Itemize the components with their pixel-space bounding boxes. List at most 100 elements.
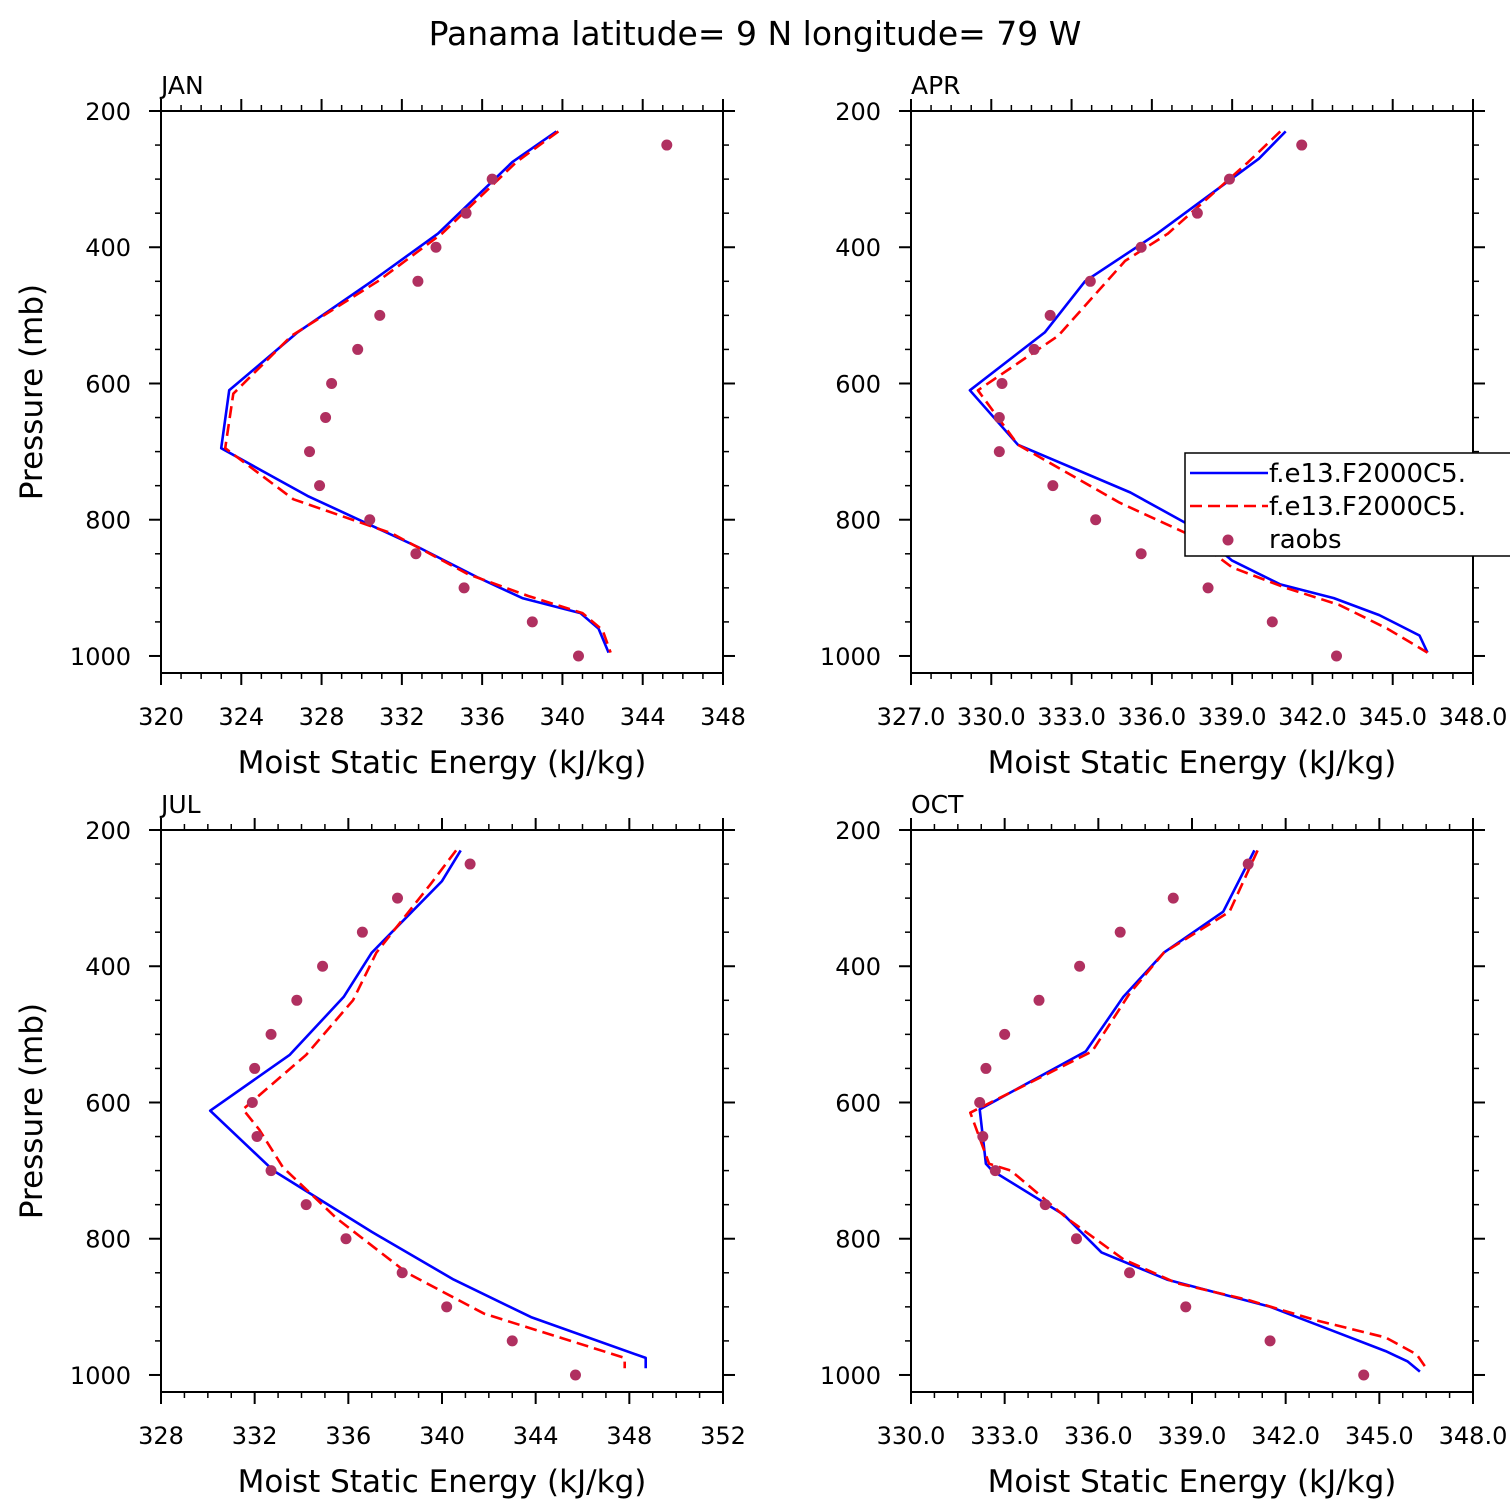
panel-apr: 327.0 330.0 333.0 336.0 339.0 342.0 345.0 348.0… xyxy=(820,71,1507,781)
legend: f.e13.F2000C5.f.e13.F2000C5.raobs xyxy=(1184,452,1510,557)
raobs-point xyxy=(1074,960,1086,972)
raobs-point xyxy=(251,1131,263,1143)
raobs-point xyxy=(993,446,1005,458)
raobs-point xyxy=(410,548,422,560)
raobs-point xyxy=(356,926,368,938)
raobs-point xyxy=(996,377,1008,389)
y-tick-label: 600 xyxy=(85,370,131,398)
raobs-point xyxy=(1028,343,1040,355)
y-tick-label: 800 xyxy=(85,1226,131,1254)
raobs-point xyxy=(974,1096,986,1108)
x-tick-label: 348 xyxy=(700,703,746,731)
raobs-point xyxy=(569,1369,581,1381)
x-tick-label: 333.0 xyxy=(1037,703,1106,731)
raobs-point xyxy=(993,412,1005,424)
x-tick-label: 324 xyxy=(218,703,264,731)
y-tick-label: 800 xyxy=(835,1226,881,1254)
y-tick-label: 1000 xyxy=(820,1362,881,1390)
x-tick-label: 352 xyxy=(700,1422,746,1450)
model-line-solid xyxy=(968,130,1429,654)
panels: 320 324 328 332 336 340 344 348 200 400 600 800 1000… xyxy=(14,71,1507,1500)
x-axis-label: Moist Static Energy (kJ/kg) xyxy=(988,1464,1397,1500)
model-line-solid xyxy=(208,849,648,1369)
raobs-point xyxy=(326,377,338,389)
raobs-point xyxy=(314,480,326,492)
model-line-dashed xyxy=(976,130,1429,654)
x-tick-label: 333.0 xyxy=(970,1422,1039,1450)
legend-label: raobs xyxy=(1269,525,1342,555)
raobs-point xyxy=(1180,1301,1192,1313)
raobs-point xyxy=(1135,548,1147,560)
x-tick-label: 340 xyxy=(419,1422,465,1450)
raobs-point xyxy=(989,1165,1001,1177)
y-tick-label: 1000 xyxy=(820,643,881,671)
raobs-point xyxy=(1296,139,1308,151)
raobs-point xyxy=(506,1335,518,1347)
model-line-dashed xyxy=(968,849,1428,1369)
raobs-point xyxy=(246,1096,258,1108)
y-tick-label: 600 xyxy=(835,1089,881,1117)
y-tick-label: 200 xyxy=(85,98,131,126)
x-tick-label: 348 xyxy=(606,1422,652,1450)
raobs-point xyxy=(352,343,364,355)
x-tick-label: 345.0 xyxy=(1345,1422,1414,1450)
raobs-point xyxy=(1358,1369,1370,1381)
raobs-point xyxy=(661,139,673,151)
x-tick-label: 332 xyxy=(232,1422,278,1450)
figure-title: Panama latitude= 9 N longitude= 79 W xyxy=(429,14,1082,53)
raobs-point xyxy=(1331,650,1343,662)
x-tick-label: 336.0 xyxy=(1064,1422,1133,1450)
y-tick-label: 400 xyxy=(835,953,881,981)
y-axis-label: Pressure (mb) xyxy=(14,284,50,500)
x-tick-label: 330.0 xyxy=(957,703,1026,731)
raobs-point xyxy=(464,858,476,870)
y-tick-label: 1000 xyxy=(70,1362,131,1390)
x-tick-label: 328 xyxy=(138,1422,184,1450)
legend-label: f.e13.F2000C5. xyxy=(1269,459,1466,489)
x-axis-label: Moist Static Energy (kJ/kg) xyxy=(238,745,647,781)
y-tick-label: 600 xyxy=(835,370,881,398)
raobs-point xyxy=(980,1062,992,1074)
panel-title: JAN xyxy=(159,71,204,100)
raobs-point xyxy=(340,1233,352,1245)
x-tick-label: 340 xyxy=(540,703,586,731)
legend-label: f.e13.F2000C5. xyxy=(1269,492,1466,522)
x-tick-label: 336.0 xyxy=(1117,703,1186,731)
x-tick-label: 320 xyxy=(138,703,184,731)
panel-oct: 330.0 333.0 336.0 339.0 342.0 345.0 348.0 200 40… xyxy=(820,790,1507,1500)
raobs-point xyxy=(1044,309,1056,321)
panel-jan: 320 324 328 332 336 340 344 348 200 400 600 800 1000… xyxy=(14,71,746,781)
raobs-point xyxy=(1090,514,1102,526)
y-tick-label: 400 xyxy=(835,234,881,262)
x-axis-label: Moist Static Energy (kJ/kg) xyxy=(238,1464,647,1500)
raobs-point xyxy=(999,1028,1011,1040)
panel-title: OCT xyxy=(911,790,964,819)
raobs-point xyxy=(486,173,498,185)
model-line-dashed xyxy=(241,849,627,1369)
x-tick-label: 339.0 xyxy=(1198,703,1267,731)
y-tick-label: 800 xyxy=(85,507,131,535)
x-tick-label: 345.0 xyxy=(1358,703,1427,731)
y-tick-label: 200 xyxy=(835,817,881,845)
raobs-point xyxy=(441,1301,453,1313)
panel-title: JUL xyxy=(159,790,201,819)
x-tick-label: 344 xyxy=(620,703,666,731)
raobs-point xyxy=(1135,241,1147,253)
raobs-point xyxy=(1264,1335,1276,1347)
raobs-point xyxy=(249,1062,261,1074)
x-tick-label: 336 xyxy=(459,703,505,731)
raobs-point xyxy=(1084,275,1096,287)
raobs-point xyxy=(458,582,470,594)
model-line-solid xyxy=(978,849,1421,1373)
x-tick-label: 327.0 xyxy=(877,703,946,731)
raobs-point xyxy=(396,1267,408,1279)
raobs-point xyxy=(1039,1199,1051,1211)
y-tick-label: 1000 xyxy=(70,643,131,671)
model-line-solid xyxy=(219,130,610,654)
legend-marker-raobs xyxy=(1222,534,1234,546)
raobs-point xyxy=(300,1199,312,1211)
raobs-point xyxy=(1223,173,1235,185)
raobs-point xyxy=(364,514,376,526)
raobs-point xyxy=(317,960,329,972)
